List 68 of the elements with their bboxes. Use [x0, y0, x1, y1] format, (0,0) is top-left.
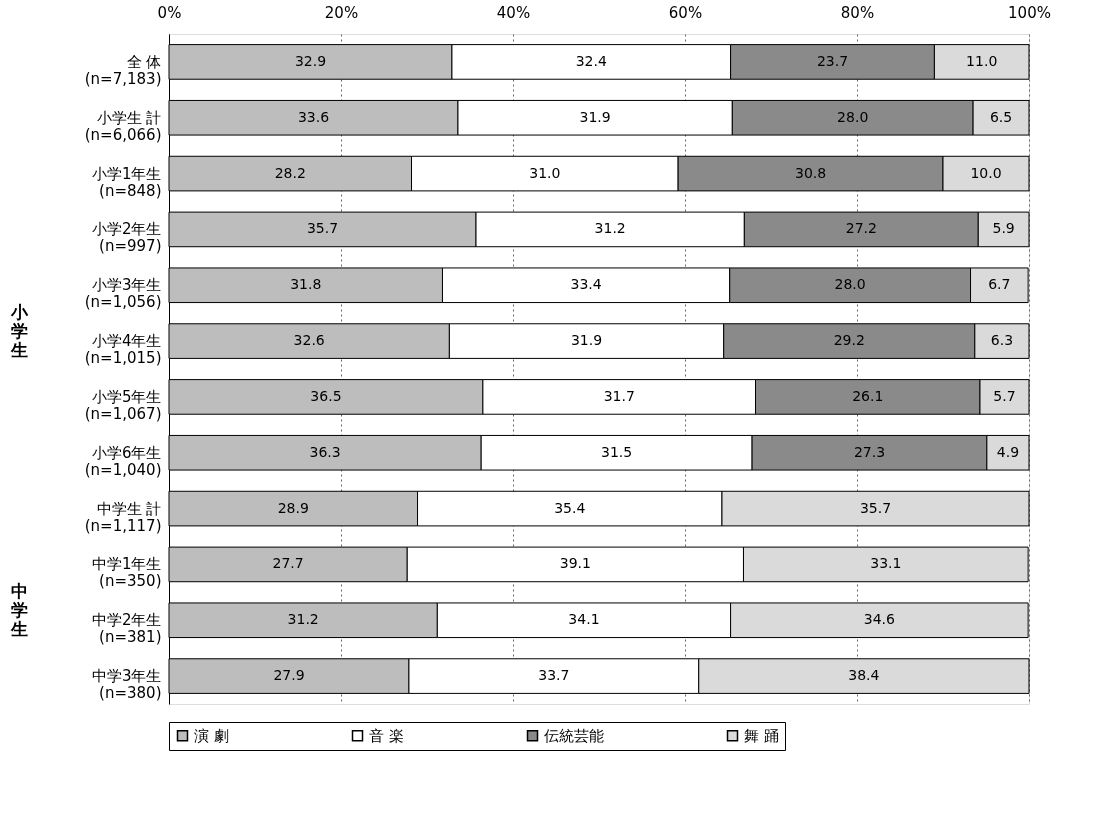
data-label: 35.7 — [306, 220, 339, 237]
y-tick-label: 小学4年生 (n=1,015) — [84, 332, 162, 368]
data-label: 28.9 — [277, 499, 309, 516]
data-label: 36.3 — [309, 443, 341, 460]
data-label: 6.3 — [990, 332, 1014, 349]
data-label: 33.1 — [870, 555, 902, 572]
data-label: 6.5 — [989, 108, 1013, 125]
data-label: 32.9 — [294, 52, 327, 69]
data-label: 33.6 — [297, 108, 330, 125]
data-label: 38.4 — [848, 667, 880, 684]
data-label: 27.2 — [845, 220, 877, 237]
y-tick-label: 全 体 (n=7,183) — [84, 52, 162, 88]
x-tick-label: 60% — [668, 3, 703, 22]
data-label: 36.5 — [310, 387, 342, 404]
data-label: 27.7 — [272, 555, 304, 572]
x-tick-label: 80% — [840, 3, 875, 22]
data-label: 31.9 — [579, 108, 611, 125]
data-label: 32.4 — [575, 52, 607, 69]
data-label: 31.7 — [603, 387, 635, 404]
x-tick-label: 0% — [157, 3, 182, 22]
data-label: 4.9 — [996, 443, 1020, 460]
x-tick-label: 40% — [496, 3, 531, 22]
y-tick-label: 小学1年生 (n=848) — [91, 164, 162, 200]
data-label: 5.9 — [992, 220, 1015, 237]
x-tick-label: 100% — [1008, 3, 1051, 22]
data-label: 31.2 — [287, 611, 319, 628]
legend-label: 舞 踊 — [744, 726, 779, 745]
data-label: 26.1 — [852, 387, 884, 404]
data-label: 6.7 — [988, 276, 1011, 293]
y-tick-label: 小学生 計 (n=6,066) — [84, 108, 162, 144]
data-label: 27.3 — [853, 443, 886, 460]
y-tick-label: 中学生 計 (n=1,117) — [84, 499, 162, 535]
data-label: 27.9 — [273, 667, 305, 684]
data-label: 35.4 — [554, 499, 586, 516]
data-label: 28.0 — [837, 108, 869, 125]
x-tick-label: 20% — [324, 3, 359, 22]
y-tick-label: 中学3年生 (n=380) — [91, 667, 162, 703]
data-label: 39.1 — [559, 555, 591, 572]
data-label: 31.0 — [529, 164, 561, 181]
data-label: 31.2 — [594, 220, 626, 237]
data-label: 33.4 — [570, 276, 602, 293]
y-tick-label: 小学6年生 (n=1,040) — [84, 443, 162, 479]
data-label: 34.1 — [568, 611, 600, 628]
y-tick-label: 小学3年生 (n=1,056) — [84, 276, 162, 312]
data-label: 35.7 — [859, 499, 892, 516]
data-label: 11.0 — [966, 52, 998, 69]
legend-label: 演 劇 — [194, 726, 229, 745]
data-label: 28.0 — [834, 276, 866, 293]
data-label: 5.7 — [993, 387, 1016, 404]
legend-label: 音 楽 — [369, 726, 404, 745]
data-label: 31.8 — [290, 276, 322, 293]
legend-label: 伝統芸能 — [544, 726, 604, 745]
data-label: 23.7 — [816, 52, 849, 69]
data-label: 30.8 — [794, 164, 827, 181]
data-label: 31.5 — [601, 443, 633, 460]
y-tick-label: 小学2年生 (n=997) — [91, 220, 162, 256]
data-label: 33.7 — [538, 667, 570, 684]
data-label: 10.0 — [970, 164, 1002, 181]
data-label: 29.2 — [833, 332, 865, 349]
data-label: 32.6 — [293, 332, 325, 349]
y-tick-label: 中学2年生 (n=381) — [91, 611, 162, 647]
data-label: 34.6 — [863, 611, 896, 628]
y-tick-label: 中学1年生 (n=350) — [91, 555, 162, 591]
data-label: 31.9 — [570, 332, 603, 349]
y-tick-label: 小学5年生 (n=1,067) — [84, 387, 162, 423]
text: 小学生 — [9, 302, 29, 361]
data-label: 28.2 — [274, 164, 306, 181]
text: 中学生 — [9, 581, 28, 640]
